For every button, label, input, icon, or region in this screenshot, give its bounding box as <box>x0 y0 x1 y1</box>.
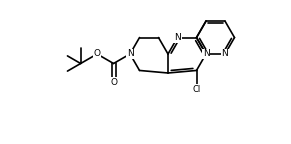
Text: O: O <box>110 78 117 87</box>
Text: O: O <box>94 50 101 58</box>
Text: N: N <box>174 33 181 42</box>
Text: N: N <box>222 50 228 58</box>
Text: Cl: Cl <box>192 85 200 94</box>
Text: N: N <box>203 50 210 58</box>
Text: N: N <box>127 50 133 58</box>
